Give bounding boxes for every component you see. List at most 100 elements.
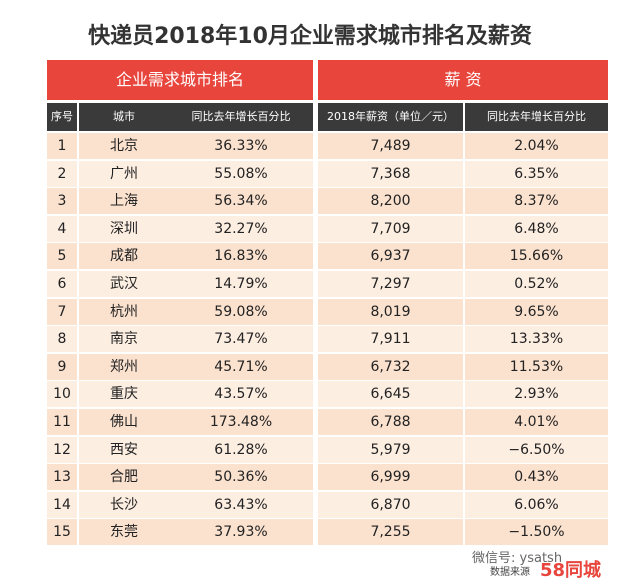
table-cell: 15.66% xyxy=(465,243,608,270)
column-header: 2018年薪资（单位／元） xyxy=(318,103,463,131)
table-cell: 11.53% xyxy=(465,353,608,380)
table-cell: 8.37% xyxy=(465,188,608,215)
table-cell: 14 xyxy=(47,491,77,518)
table-cell: 深圳 xyxy=(79,215,169,242)
table-cell: 55.08% xyxy=(169,160,313,187)
table-cell: 2.93% xyxy=(465,381,608,408)
title: 快递员2018年10月企业需求城市排名及薪资 xyxy=(88,24,532,49)
table-row: 9 郑州 45.71% 6,732 11.53% xyxy=(47,353,608,380)
table-cell: 43.57% xyxy=(169,381,313,408)
table-row: 4 深圳 32.27% 7,709 6.48% xyxy=(47,215,608,242)
group-header: 企业需求城市排名 xyxy=(47,60,313,100)
group-header: 薪 资 xyxy=(318,60,608,100)
table-cell: 1 xyxy=(47,133,77,159)
table-row: 10 重庆 43.57% 6,645 2.93% xyxy=(47,381,608,408)
column-header: 同比去年增长百分比 xyxy=(169,103,313,131)
table-row: 13 合肥 50.36% 6,999 0.43% xyxy=(47,464,608,491)
table-cell: 13.33% xyxy=(465,326,608,353)
table-cell: 12 xyxy=(47,436,77,463)
table-cell: 8,200 xyxy=(318,188,463,215)
table-cell: 广州 xyxy=(79,160,169,187)
table-cell: 59.08% xyxy=(169,298,313,325)
table-cell: 8,019 xyxy=(318,298,463,325)
table-cell: 6,870 xyxy=(318,491,463,518)
table-cell: 长沙 xyxy=(79,491,169,518)
table-cell: 15 xyxy=(47,519,77,546)
table-cell: 6,645 xyxy=(318,381,463,408)
table-cell: 2 xyxy=(47,160,77,187)
table-cell: 上海 xyxy=(79,188,169,215)
column-header: 同比去年增长百分比 xyxy=(465,103,608,131)
column-header: 序号 xyxy=(47,103,77,131)
table-cell: 7 xyxy=(47,298,77,325)
table-cell: 2.04% xyxy=(465,133,608,159)
table-cell: 佛山 xyxy=(79,409,169,435)
table-cell: 8 xyxy=(47,326,77,353)
table-row: 14 长沙 63.43% 6,870 6.06% xyxy=(47,491,608,518)
table-cell: 合肥 xyxy=(79,464,169,491)
column-header: 城市 xyxy=(79,103,169,131)
table-cell: 9 xyxy=(47,353,77,380)
table-cell: 南京 xyxy=(79,326,169,353)
table-cell: 37.93% xyxy=(169,519,313,546)
table-row: 5 成都 16.83% 6,937 15.66% xyxy=(47,243,608,270)
table-row: 7 杭州 59.08% 8,019 9.65% xyxy=(47,298,608,325)
table-cell: 杭州 xyxy=(79,298,169,325)
table-cell: 13 xyxy=(47,464,77,491)
table-cell: 73.47% xyxy=(169,326,313,353)
table-cell: 7,489 xyxy=(318,133,463,159)
table-cell: 4.01% xyxy=(465,409,608,435)
table-cell: 6.35% xyxy=(465,160,608,187)
table-cell: 西安 xyxy=(79,436,169,463)
table-cell: 7,911 xyxy=(318,326,463,353)
table-cell: 36.33% xyxy=(169,133,313,159)
table-cell: −1.50% xyxy=(465,519,608,546)
source: 数据来源 xyxy=(490,567,530,578)
table-cell: 6,788 xyxy=(318,409,463,435)
table-row: 8 南京 73.47% 7,911 13.33% xyxy=(47,326,608,353)
table-cell: 郑州 xyxy=(79,353,169,380)
table-cell: 10 xyxy=(47,381,77,408)
table-cell: 4 xyxy=(47,215,77,242)
table-cell: 6.48% xyxy=(465,215,608,242)
table-cell: 0.52% xyxy=(465,271,608,297)
table-cell: 0.43% xyxy=(465,464,608,491)
table-cell: 14.79% xyxy=(169,271,313,297)
table-cell: 7,255 xyxy=(318,519,463,546)
table-row: 11 佛山 173.48% 6,788 4.01% xyxy=(47,409,608,435)
table-cell: 173.48% xyxy=(169,409,313,435)
table-cell: 7,709 xyxy=(318,215,463,242)
table-cell: 11 xyxy=(47,409,77,435)
table-cell: 63.43% xyxy=(169,491,313,518)
table-cell: 61.28% xyxy=(169,436,313,463)
brand: 58同城 xyxy=(540,560,602,581)
table-cell: 成都 xyxy=(79,243,169,270)
table-cell: 16.83% xyxy=(169,243,313,270)
table-cell: 56.34% xyxy=(169,188,313,215)
table-cell: 9.65% xyxy=(465,298,608,325)
table-cell: 武汉 xyxy=(79,271,169,297)
column-header-row: 序号 城市 同比去年增长百分比 2018年薪资（单位／元） 同比去年增长百分比 xyxy=(47,103,608,131)
table-cell: 7,297 xyxy=(318,271,463,297)
table-row: 1 北京 36.33% 7,489 2.04% xyxy=(47,133,608,159)
watermark: 微信号: ysatsh xyxy=(472,551,563,566)
table-row: 15 东莞 37.93% 7,255 −1.50% xyxy=(47,519,608,546)
table-cell: 6,999 xyxy=(318,464,463,491)
table-cell: −6.50% xyxy=(465,436,608,463)
table-cell: 50.36% xyxy=(169,464,313,491)
table-row: 2 广州 55.08% 7,368 6.35% xyxy=(47,160,608,187)
table-cell: 重庆 xyxy=(79,381,169,408)
table-cell: 6,732 xyxy=(318,353,463,380)
table-cell: 6 xyxy=(47,271,77,297)
table-cell: 6,937 xyxy=(318,243,463,270)
table-row: 6 武汉 14.79% 7,297 0.52% xyxy=(47,271,608,297)
table-cell: 5,979 xyxy=(318,436,463,463)
table-cell: 5 xyxy=(47,243,77,270)
table-row: 3 上海 56.34% 8,200 8.37% xyxy=(47,188,608,215)
table-cell: 东莞 xyxy=(79,519,169,546)
table-cell: 3 xyxy=(47,188,77,215)
table-row: 12 西安 61.28% 5,979 −6.50% xyxy=(47,436,608,463)
table-cell: 6.06% xyxy=(465,491,608,518)
table-cell: 北京 xyxy=(79,133,169,159)
